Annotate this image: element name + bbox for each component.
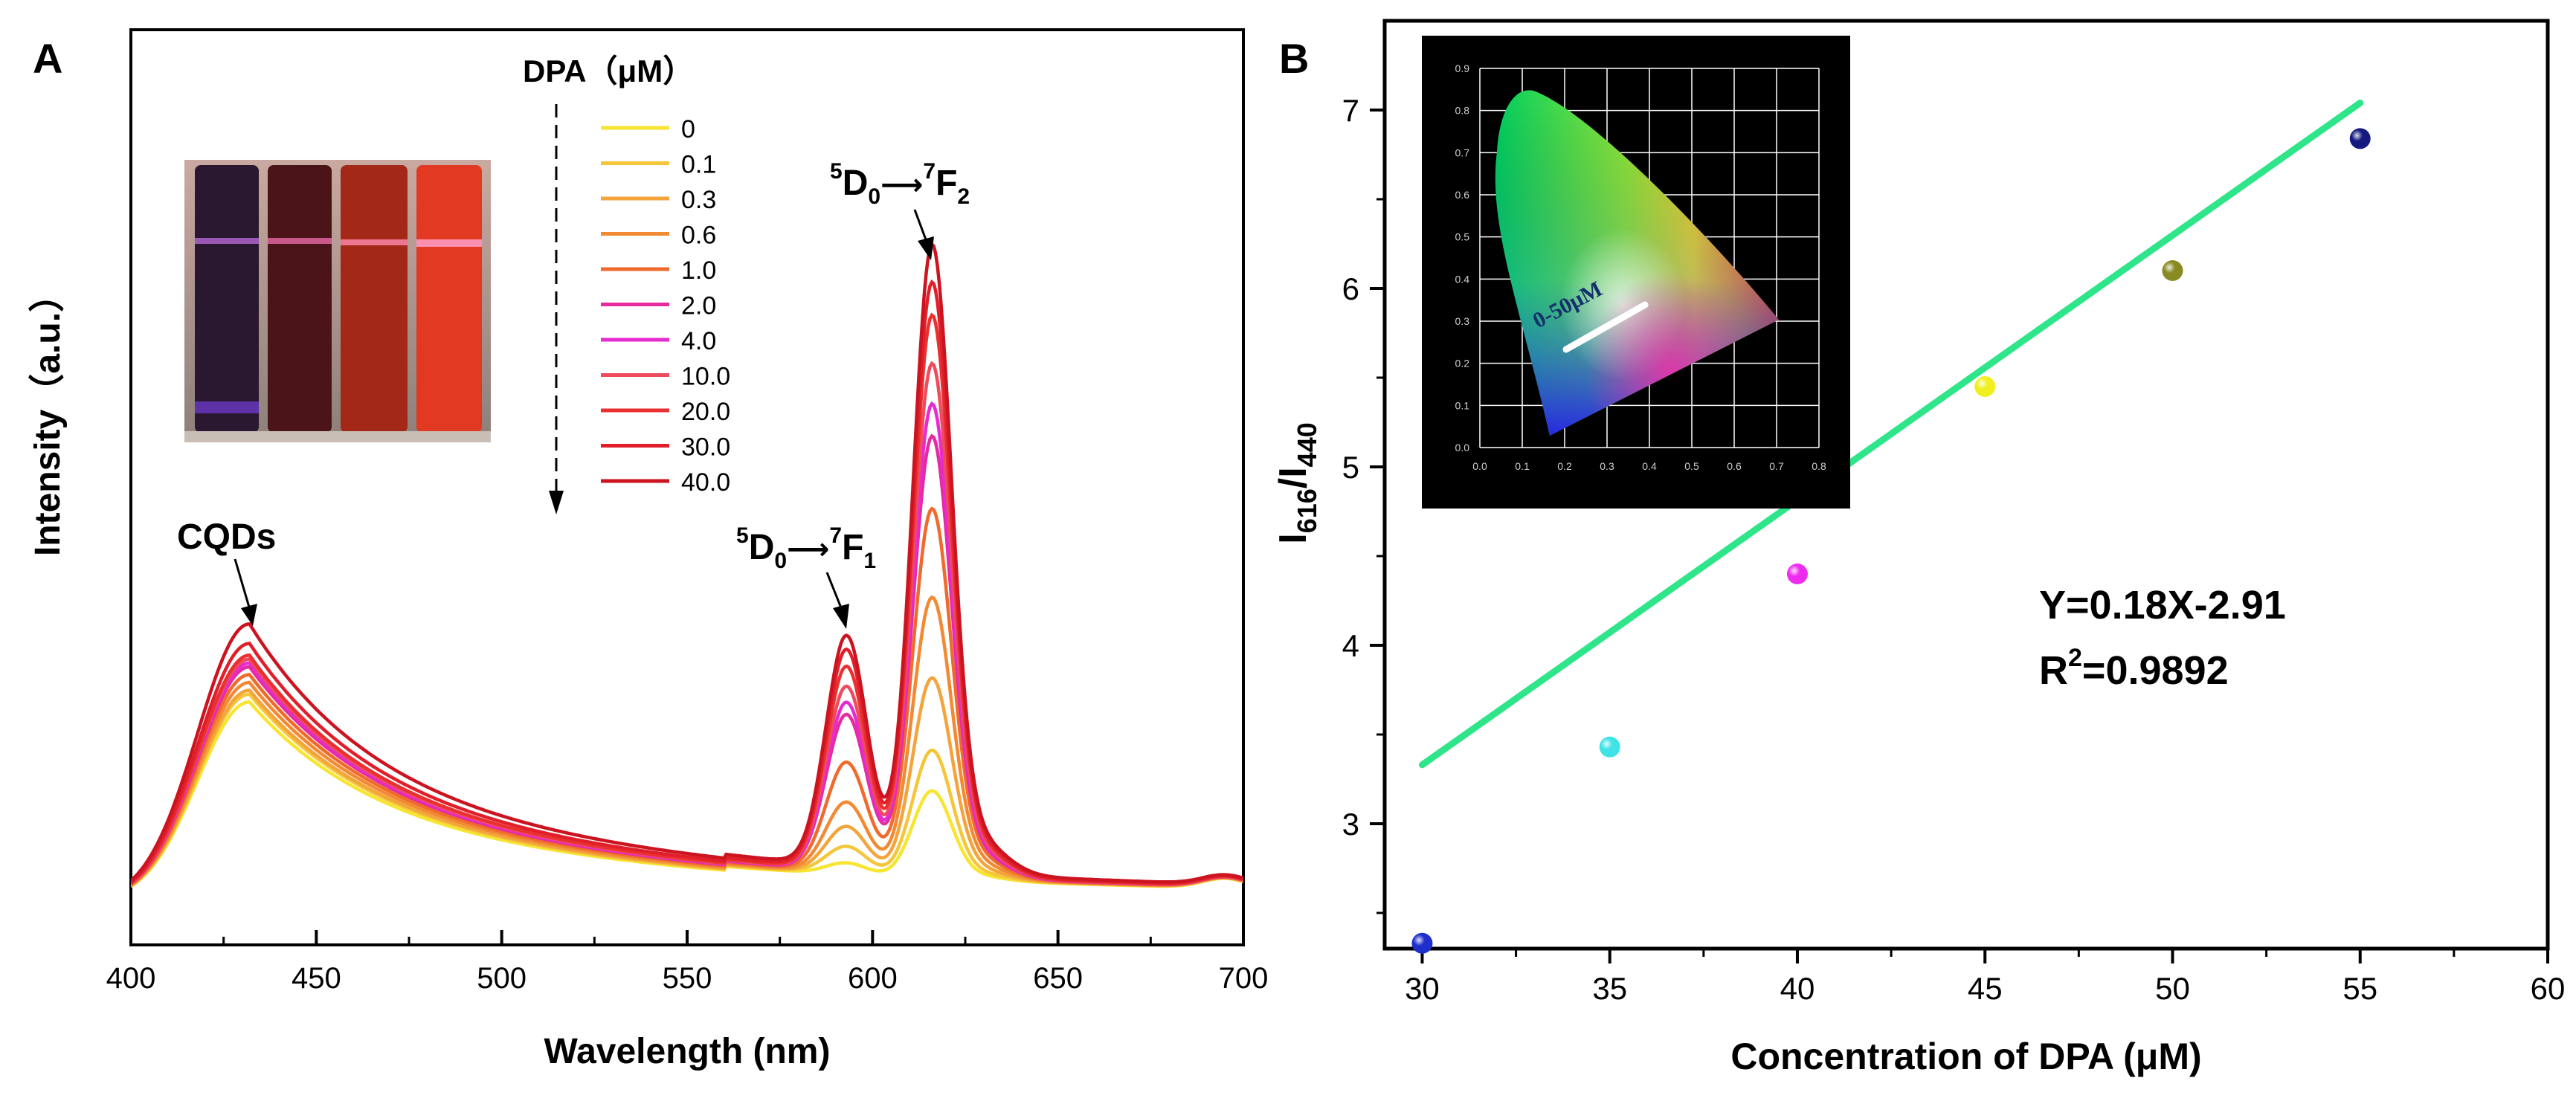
panel-a-x-axis: 400 450 500 550 600 650 700 [106,930,1269,995]
cie-y-tick: 0.0 [1455,442,1470,453]
cie-y-tick: 0.7 [1455,146,1470,158]
legend-label: 0.3 [681,186,716,214]
x-tick-label: 40 [1780,971,1815,1006]
panel-a-y-axis-title: Intensity（a.u.） [28,277,68,556]
x-tick-label: 600 [848,962,898,995]
spectrum-line-1.0 [131,506,1243,887]
legend-title: DPA（μM） [523,54,694,88]
cie-trajectory [1562,301,1649,353]
cqds-arrow [234,558,251,610]
cie-y-tick: 0.1 [1455,399,1470,411]
x-tick-label: 400 [106,962,156,995]
legend-label: 1.0 [681,256,716,285]
x-tick-label: 700 [1219,962,1269,995]
cie-y-tick: 0.9 [1455,62,1470,74]
data-point-highlight [2162,260,2183,281]
panel-a-x-axis-title: Wavelength (nm) [544,1032,831,1071]
legend-label: 40.0 [681,468,730,497]
data-point-highlight [1786,564,1808,584]
x-tick-label: 50 [2155,971,2190,1006]
vial-photo-inset [184,160,491,442]
x-tick-label: 650 [1033,962,1083,995]
cie-x-tick: 0.1 [1515,460,1530,472]
cie-y-tick: 0.3 [1455,315,1470,327]
cie-x-tick: 0.7 [1769,460,1784,472]
scatter-points [1411,128,2371,954]
legend-label: 30.0 [681,433,730,462]
legend-label: 20.0 [681,398,730,426]
spectra-lines [131,242,1243,888]
x-tick-label: 500 [477,962,527,995]
fit-equation: Y=0.18X-2.91 [2039,583,2286,627]
panel-b-x-axis-title: Concentration of DPA (μM) [1730,1036,2201,1077]
y-tick-label: 4 [1342,628,1359,663]
legend-arrow-head [549,491,564,514]
spectra-legend: DPA（μM） 0 0.1 0.3 0.6 1.0 2.0 4.0 10.0 20.0 30.0 4… [523,54,730,514]
legend-label: 10.0 [681,363,730,391]
f2-arrow [913,209,928,242]
legend-label: 0.1 [681,151,716,179]
data-point-highlight [2349,128,2371,149]
legend-label: 0.6 [681,222,716,250]
cqds-arrow-head [241,604,257,626]
transition-f1-label: 5D0⟶7F1 [736,523,876,573]
x-tick-label: 450 [292,962,341,995]
cie-x-tick: 0.3 [1600,460,1614,472]
x-tick-label: 550 [663,962,712,995]
f2-arrow-head [918,236,934,260]
panel-a-annotations: CQDs 5D0⟶7F1 5D0⟶7F2 [177,159,970,629]
legend-label: 4.0 [681,327,716,355]
cie-x-tick: 0.0 [1472,460,1487,472]
cie-x-tick: 0.4 [1642,460,1657,472]
y-tick-label: 6 [1342,271,1359,306]
x-tick-label: 60 [2531,971,2566,1006]
data-point-highlight [1411,932,1433,954]
cie-x-tick: 0.5 [1684,460,1699,472]
r-squared: R2=0.9892 [2039,644,2229,693]
cie-diagram-inset: 0-50μM 0.0 0.1 0.2 0.3 0.4 0.5 0.6 0.7 0.80.90.8… [1422,36,1850,509]
y-tick-label: 7 [1342,93,1359,128]
cie-y-tick: 0.6 [1455,189,1470,201]
cie-y-tick: 0.5 [1455,231,1470,243]
data-point-highlight [1599,736,1620,758]
panel-b-label: B [1279,35,1309,82]
legend-label: 0 [681,115,695,143]
cie-y-tick: 0.2 [1455,358,1470,369]
cqds-label: CQDs [177,517,276,557]
panel-b-frame [1382,19,2550,951]
spectrum-line-2.0 [131,433,1243,886]
x-tick-label: 55 [2342,971,2377,1006]
x-tick-label: 30 [1405,971,1440,1006]
cie-x-tick: 0.2 [1557,460,1572,472]
fit-line [1418,99,2364,769]
transition-f2-label: 5D0⟶7F2 [830,159,970,209]
legend-label: 2.0 [681,292,716,320]
cie-x-tick: 0.6 [1727,460,1742,472]
panel-a-label: A [33,35,62,82]
f1-arrow-head [833,604,849,629]
cie-ticks: 0.0 0.1 0.2 0.3 0.4 0.5 0.6 0.7 0.8 0.9 0.8 0.7 0.6 0… [1455,62,1826,472]
panel-b-y-axis-title: I616/I440 [1272,422,1322,544]
cie-y-tick: 0.4 [1455,273,1470,285]
x-tick-label: 45 [1968,971,2003,1006]
x-tick-label: 35 [1592,971,1627,1006]
spectrum-line-40.0 [131,242,1243,884]
cie-x-tick: 0.8 [1812,460,1826,472]
f1-arrow [825,572,843,610]
cie-y-tick: 0.8 [1455,105,1470,117]
y-tick-label: 5 [1342,450,1359,485]
y-tick-label: 3 [1342,807,1359,842]
data-point-highlight [1974,376,1996,397]
